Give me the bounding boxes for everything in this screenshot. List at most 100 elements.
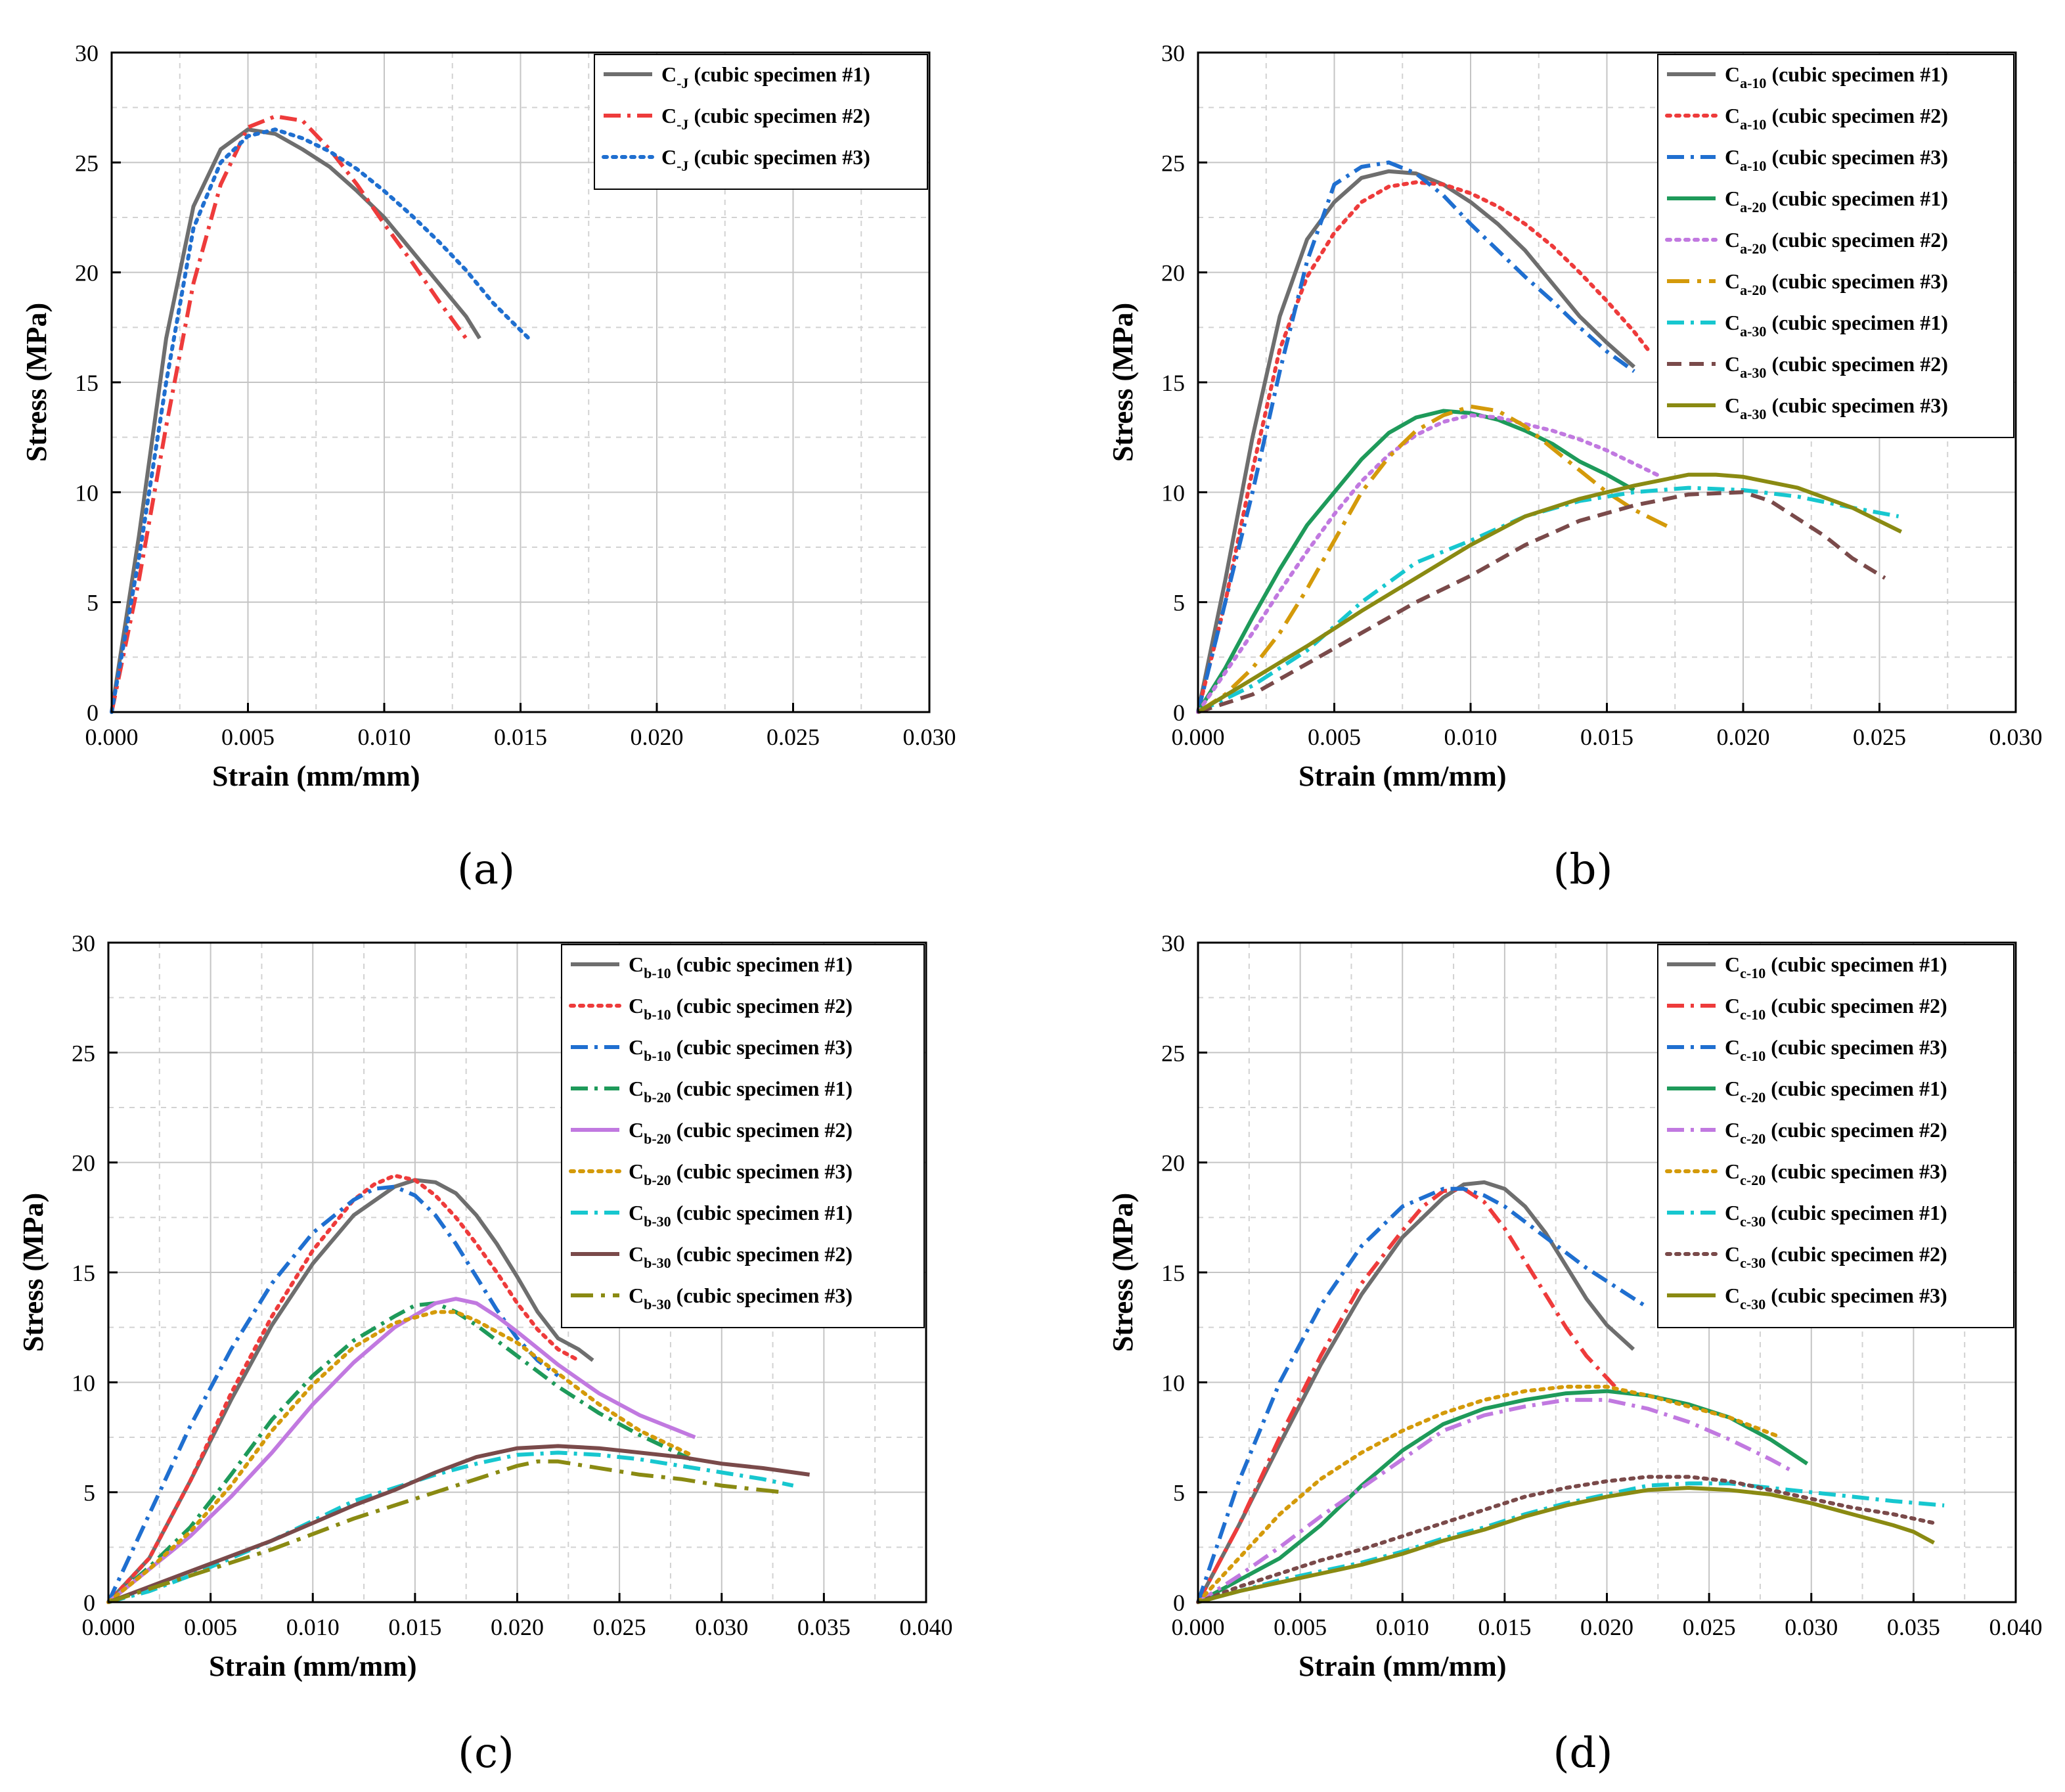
series-line-5: [1196, 413, 1664, 714]
legend-entry: Cb-20 (cubic specimen #2): [629, 1118, 853, 1147]
x-tick-label: 0.005: [1308, 724, 1361, 750]
legend-box: [561, 944, 925, 1328]
legend: Cb-10 (cubic specimen #1) Cb-10 (cubic sp…: [561, 944, 925, 1328]
series-group: [106, 1173, 810, 1604]
x-tick-label: 0.035: [797, 1614, 851, 1640]
series-line-5: [107, 1297, 696, 1604]
legend: Ca-10 (cubic specimen #1) Ca-10 (cubic sp…: [1657, 54, 2014, 438]
y-tick-label: 0: [83, 1590, 95, 1616]
y-tick-label: 25: [75, 150, 99, 176]
legend-entry: Ca-10 (cubic specimen #2): [1725, 104, 1948, 133]
x-tick-label: 0.025: [766, 724, 820, 750]
series-line-3: [110, 127, 531, 714]
series-group: [110, 114, 531, 714]
y-tick-label: 10: [75, 480, 99, 506]
legend-box: [1657, 944, 2014, 1328]
x-tick-label: 0.025: [1853, 724, 1906, 750]
series-line-4: [1197, 1389, 1809, 1604]
legend-entry: Ca-30 (cubic specimen #1): [1725, 311, 1948, 340]
x-tick-label: 0.010: [1376, 1614, 1429, 1640]
legend-entry: Cb-30 (cubic specimen #3): [629, 1284, 853, 1312]
series-line-6: [1197, 404, 1671, 714]
x-tick-label: 0.020: [631, 724, 684, 750]
y-axis-title: Stress (MPa): [17, 1193, 49, 1352]
series-group: [1196, 160, 1903, 714]
legend-entry: Cc-20 (cubic specimen #2): [1725, 1118, 1947, 1147]
y-tick-label: 10: [72, 1370, 95, 1396]
legend-entry: Cb-10 (cubic specimen #1): [629, 952, 853, 981]
x-tick-label: 0.015: [1478, 1614, 1531, 1640]
x-tick-label: 0.040: [900, 1614, 953, 1640]
x-axis-title: Strain (mm/mm): [212, 760, 420, 792]
series-line-8: [1197, 490, 1886, 714]
axis-ticks: 0.000 0.005 0.010 0.015 0.020 0.025 0.030 0.035…: [1161, 930, 2043, 1640]
chart-panel-b: 0.000 0.005 0.010 0.015 0.020 0.025 0.030 0 5 10 1…: [1107, 40, 2043, 894]
legend-entry: Cb-20 (cubic specimen #3): [629, 1159, 853, 1188]
legend-entry: Cc-20 (cubic specimen #3): [1725, 1159, 1947, 1188]
y-axis-title: Stress (MPa): [1107, 1193, 1139, 1352]
y-tick-label: 0: [87, 700, 99, 726]
y-tick-label: 30: [1161, 40, 1185, 66]
x-tick-label: 0.010: [1444, 724, 1498, 750]
y-tick-label: 20: [72, 1150, 95, 1176]
y-tick-label: 25: [1161, 1040, 1185, 1066]
y-tick-label: 20: [1161, 1150, 1185, 1176]
y-tick-label: 0: [1173, 1590, 1185, 1616]
series-line-3: [1196, 1186, 1649, 1603]
series-line-2: [106, 1173, 581, 1604]
y-tick-label: 10: [1161, 1370, 1185, 1396]
legend-entry: Cc-30 (cubic specimen #1): [1725, 1201, 1947, 1230]
series-line-9: [108, 1459, 784, 1604]
legend-entry: C-J (cubic specimen #2): [661, 104, 870, 133]
series-line-7: [1197, 485, 1899, 714]
legend-entry: Cc-10 (cubic specimen #2): [1725, 994, 1947, 1023]
x-tick-label: 0.030: [695, 1614, 748, 1640]
y-tick-label: 5: [83, 1480, 95, 1506]
series-line-7: [108, 1450, 794, 1604]
x-tick-label: 0.000: [82, 1614, 135, 1640]
x-tick-label: 0.005: [184, 1614, 237, 1640]
x-tick-label: 0.010: [286, 1614, 340, 1640]
series-line-7: [1197, 1481, 1945, 1604]
legend-entry: Ca-30 (cubic specimen #2): [1725, 352, 1948, 381]
legend-entry: Ca-20 (cubic specimen #2): [1725, 228, 1948, 257]
y-axis-title: Stress (MPa): [20, 303, 53, 462]
y-tick-label: 30: [72, 930, 95, 956]
legend: Cc-10 (cubic specimen #1) Cc-10 (cubic sp…: [1657, 944, 2014, 1328]
x-tick-label: 0.040: [1989, 1614, 2043, 1640]
y-tick-label: 20: [1161, 260, 1185, 286]
x-tick-label: 0.015: [494, 724, 547, 750]
legend-box: [594, 54, 928, 190]
x-tick-label: 0.025: [593, 1614, 646, 1640]
y-tick-label: 15: [1161, 1260, 1185, 1286]
legend-entry: Ca-20 (cubic specimen #3): [1725, 269, 1948, 298]
series-line-6: [106, 1310, 694, 1604]
legend-entry: Ca-10 (cubic specimen #3): [1725, 145, 1948, 174]
x-tick-label: 0.025: [1683, 1614, 1736, 1640]
x-tick-label: 0.030: [1989, 724, 2043, 750]
panel-label: (b): [1553, 845, 1613, 894]
y-tick-label: 25: [72, 1040, 95, 1066]
y-tick-label: 0: [1173, 700, 1185, 726]
x-tick-label: 0.010: [358, 724, 411, 750]
x-tick-label: 0.020: [1717, 724, 1770, 750]
series-line-3: [1196, 160, 1635, 713]
legend-entry: Ca-20 (cubic specimen #1): [1725, 187, 1948, 215]
series-line-2: [1196, 180, 1650, 714]
x-axis-title: Strain (mm/mm): [1299, 1650, 1507, 1682]
series-line-8: [107, 1444, 810, 1604]
series-line-2: [110, 114, 468, 713]
chart-panel-c: 0.000 0.005 0.010 0.015 0.020 0.025 0.030 0.035…: [17, 930, 953, 1778]
legend-entry: Cb-30 (cubic specimen #2): [629, 1242, 853, 1271]
y-tick-label: 25: [1161, 150, 1185, 176]
series-line-1: [110, 127, 481, 713]
x-tick-label: 0.015: [388, 1614, 441, 1640]
x-tick-label: 0.030: [1785, 1614, 1838, 1640]
y-tick-label: 5: [1173, 590, 1185, 616]
chart-panel-a: 0.000 0.005 0.010 0.015 0.020 0.025 0.030 0 5 10 1…: [20, 40, 956, 894]
x-tick-label: 0.000: [85, 724, 139, 750]
legend-entry: Cc-30 (cubic specimen #2): [1725, 1242, 1947, 1271]
legend-entry: C-J (cubic specimen #1): [661, 62, 870, 91]
